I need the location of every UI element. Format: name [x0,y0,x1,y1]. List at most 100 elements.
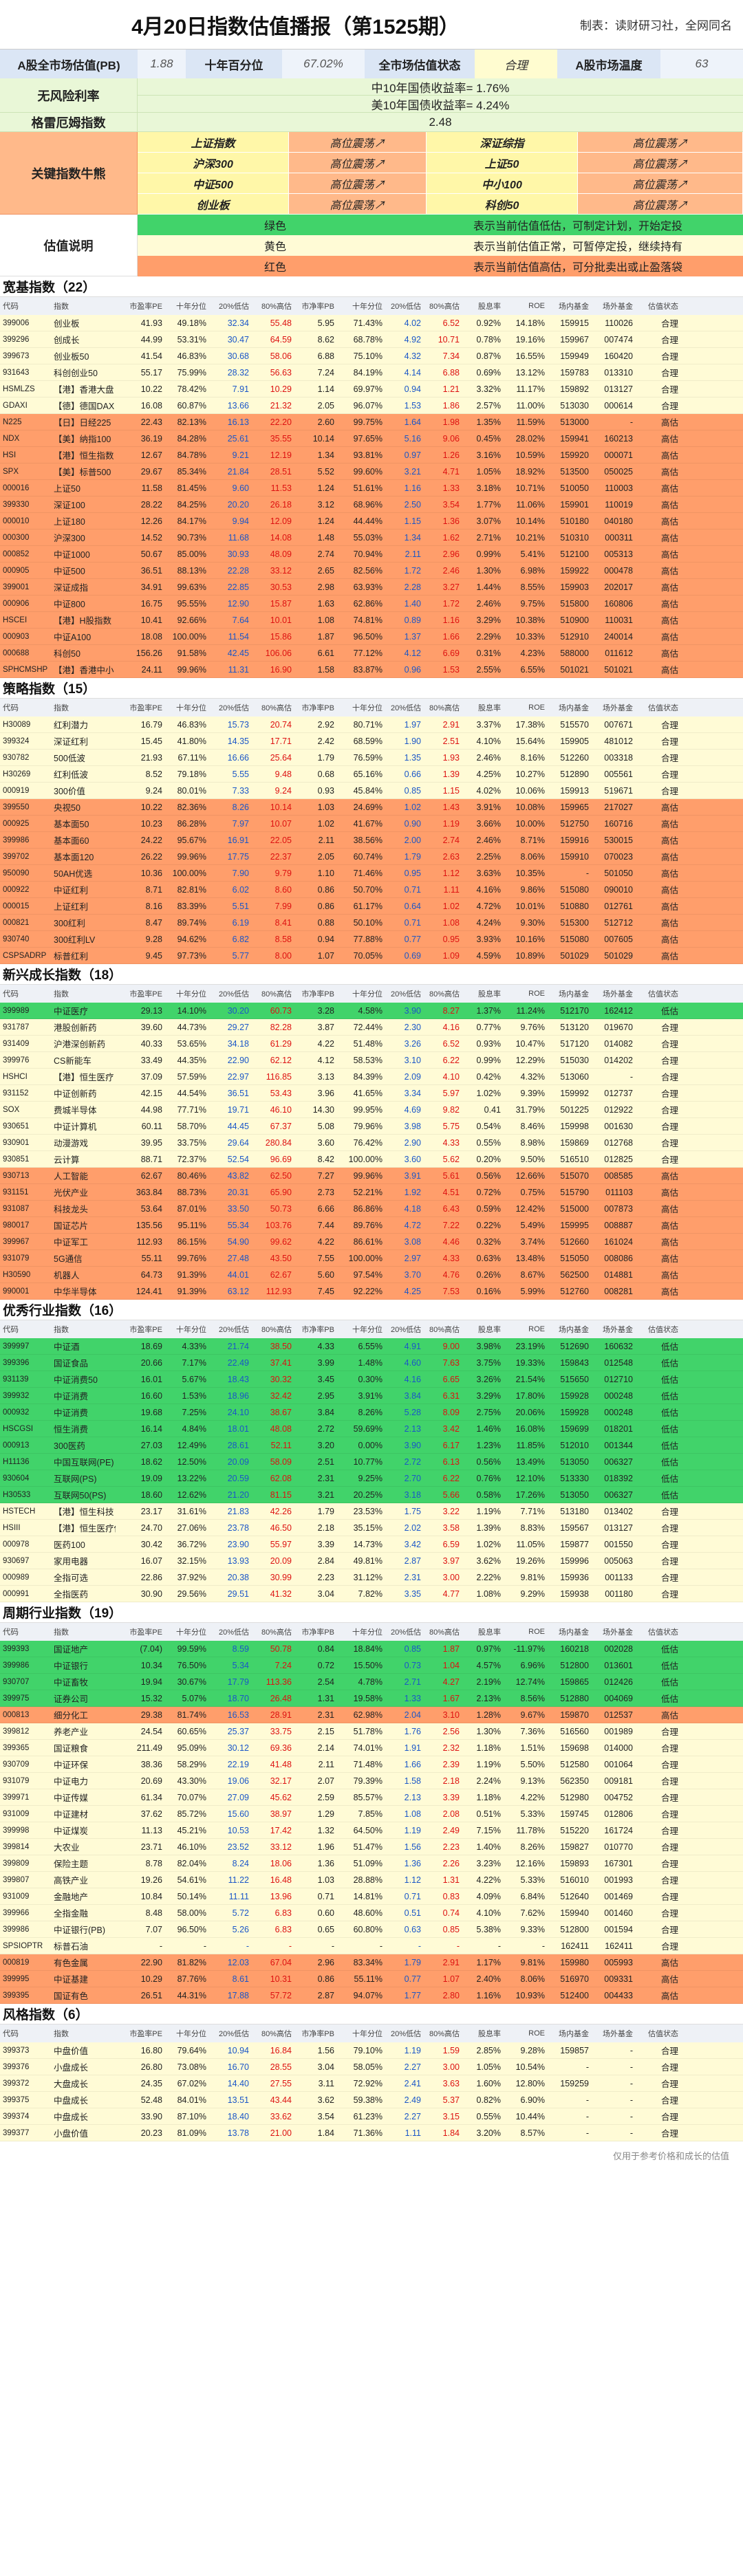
table-row[interactable]: H30590 机器人 64.73 91.39% 44.01 62.67 5.60 97.54%… [0,1267,743,1283]
table-row[interactable]: 399814 大农业 23.71 46.10% 23.52 33.12 1.96 51.47%… [0,1839,743,1855]
table-row[interactable]: 000913 300医药 27.03 12.49% 28.61 52.11 3.20 0.00… [0,1437,743,1454]
table-row[interactable]: 950090 50AH优选 10.36 100.00% 7.90 9.79 1.10 71.4… [0,865,743,882]
table-row[interactable]: 399373 中盘价值 16.80 79.64% 10.94 16.84 1.56 79.10… [0,2042,743,2059]
table-row[interactable]: 399809 保险主题 8.78 82.04% 8.24 18.06 1.36 51.09% 1… [0,1855,743,1872]
table-row[interactable]: 399997 中证酒 18.69 4.33% 21.74 38.50 4.33 6.55% 4.… [0,1338,743,1355]
table-row[interactable]: 930851 云计算 88.71 72.37% 52.54 96.69 8.42 100.00… [0,1151,743,1168]
table-row[interactable]: 399812 养老产业 24.54 60.65% 25.37 33.75 2.15 51.78… [0,1723,743,1740]
table-row[interactable]: 000813 细分化工 29.38 81.74% 16.53 28.91 2.31 62.98… [0,1707,743,1723]
table-row[interactable]: 930707 中证畜牧 19.94 30.67% 17.79 113.36 2.54 4.78… [0,1674,743,1690]
table-row[interactable]: 399986 中证银行 10.34 76.50% 5.34 7.24 0.72 15.50% 0… [0,1657,743,1674]
table-row[interactable]: 930901 动漫游戏 39.95 33.75% 29.64 280.84 3.60 76.4… [0,1135,743,1151]
table-row[interactable]: 399396 国证食品 20.66 7.17% 22.49 37.41 3.99 1.48% 4… [0,1355,743,1371]
table-row[interactable]: 399324 深证红利 15.45 41.80% 14.35 17.71 2.42 68.59… [0,733,743,750]
table-row[interactable]: HSHCI 【港】恒生医疗 37.09 57.59% 22.97 116.85 3.13 84… [0,1069,743,1085]
table-row[interactable]: 000906 中证800 16.75 95.55% 12.90 15.87 1.63 62.8… [0,596,743,612]
table-row[interactable]: 399702 基本面120 26.22 99.96% 17.75 22.37 2.05 60.… [0,849,743,865]
table-row[interactable]: 399006 创业板 41.93 49.18% 32.34 55.48 5.95 71.43%… [0,315,743,331]
table-row[interactable]: 399932 中证消费 16.60 1.53% 18.96 32.42 2.95 3.91% 3… [0,1388,743,1404]
table-row[interactable]: 931151 光伏产业 363.84 88.73% 20.31 65.90 2.73 52.2… [0,1184,743,1201]
table-row[interactable]: H30089 红利潜力 16.79 46.83% 15.73 20.74 2.92 80.71… [0,717,743,733]
table-row[interactable]: 000821 300红利 8.47 89.74% 6.19 8.41 0.88 50.10% 0… [0,915,743,931]
table-row[interactable]: 399376 小盘成长 26.80 73.08% 16.70 28.55 3.04 58.05… [0,2059,743,2075]
table-row[interactable]: 930713 人工智能 62.67 80.46% 43.82 62.50 7.27 99.96… [0,1168,743,1184]
table-row[interactable]: 399001 深证成指 34.91 99.63% 22.85 30.53 2.98 63.93… [0,579,743,596]
table-row[interactable]: 930697 家用电器 16.07 32.15% 13.93 20.09 2.84 49.81… [0,1553,743,1569]
table-row[interactable]: 399395 国证有色 26.51 44.31% 17.88 57.72 2.87 94.07… [0,1987,743,2004]
table-row[interactable]: 399986 中证银行(PB) 7.07 96.50% 5.26 6.83 0.65 60.8… [0,1921,743,1938]
table-row[interactable]: 399673 创业板50 41.54 46.83% 30.68 58.06 6.88 75.1… [0,348,743,364]
table-row[interactable]: 000932 中证消费 19.68 7.25% 24.10 38.67 3.84 8.26% 5… [0,1404,743,1421]
table-row[interactable]: SPX 【美】标普500 29.67 85.34% 21.84 28.51 5.52 99.6… [0,463,743,480]
table-row[interactable]: 399365 国证粮食 211.49 95.09% 30.12 69.36 2.14 74.0… [0,1740,743,1756]
table-row[interactable]: 399966 全指金融 8.48 58.00% 5.72 6.83 0.60 48.60% 0.… [0,1905,743,1921]
table-row[interactable]: HSMLZS 【港】香港大盘 10.22 78.42% 7.91 10.29 1.14 69.… [0,381,743,397]
table-row[interactable]: 931079 5G通信 55.11 99.76% 27.48 43.50 7.55 100.0… [0,1250,743,1267]
table-row[interactable]: 399986 基本面60 24.22 95.67% 16.91 22.05 2.11 38.5… [0,832,743,849]
table-row[interactable]: 399976 CS新能车 33.49 44.35% 22.90 62.12 4.12 58.5… [0,1052,743,1069]
table-row[interactable]: 399377 小盘价值 20.23 81.09% 13.78 21.00 1.84 71.36… [0,2125,743,2141]
table-row[interactable]: 931009 中证建材 37.62 85.72% 15.60 38.97 1.29 7.85%… [0,1806,743,1822]
table-row[interactable]: N225 【日】日经225 22.43 82.13% 16.13 22.20 2.60 99.… [0,414,743,430]
table-row[interactable]: 931087 科技龙头 53.64 87.01% 33.50 50.73 6.66 86.86… [0,1201,743,1217]
table-row[interactable]: 399807 高铁产业 19.26 54.61% 11.22 16.48 1.03 28.88… [0,1872,743,1888]
table-row[interactable]: 000925 基本面50 10.23 86.28% 7.97 10.07 1.02 41.67… [0,816,743,832]
table-row[interactable]: 399393 国证地产 (7.04) 99.59% 8.59 50.78 0.84 18.84… [0,1641,743,1657]
table-row[interactable]: 930782 500低波 21.93 67.11% 16.66 25.64 1.79 76.5… [0,750,743,766]
table-row[interactable]: 399375 中盘成长 52.48 84.01% 13.51 43.44 3.62 59.38… [0,2092,743,2108]
table-row[interactable]: H11136 中国互联网(PE) 18.62 12.50% 20.09 58.09 2.51… [0,1454,743,1470]
table-row[interactable]: 930604 互联网(PS) 19.09 13.22% 20.59 62.08 2.31 9.… [0,1470,743,1487]
table-row[interactable]: 399296 创成长 44.99 53.31% 30.47 64.59 8.62 68.78%… [0,331,743,348]
table-row[interactable]: 931152 中证创新药 42.15 44.54% 36.51 53.43 3.96 41.6… [0,1085,743,1102]
table-row[interactable]: HSCEI 【港】H股指数 10.41 92.66% 7.64 10.01 1.08 74.8… [0,612,743,629]
table-row[interactable]: 930651 中证计算机 60.11 58.70% 44.45 67.37 5.08 79.9… [0,1118,743,1135]
table-cell: 58.06 [270,351,292,361]
table-row[interactable]: 000819 有色金属 22.90 81.82% 12.03 67.04 2.96 83.34… [0,1954,743,1971]
table-row[interactable]: 000016 上证50 11.58 81.45% 9.60 11.53 1.24 51.61%… [0,480,743,496]
table-row[interactable]: 399995 中证基建 10.29 87.76% 8.61 10.31 0.86 55.11%… [0,1971,743,1987]
table-row[interactable]: SPSIOPTR 标普石油 - - - - - - - - - -162411 162411 合理 [0,1938,743,1954]
table-row[interactable]: H30533 互联网50(PS) 18.60 12.62% 21.20 81.15 3.21… [0,1487,743,1503]
table-row[interactable]: 399550 央视50 10.22 82.36% 8.26 10.14 1.03 24.69%… [0,799,743,816]
table-row[interactable]: 000852 中证1000 50.67 85.00% 30.93 48.09 2.74 70.… [0,546,743,563]
table-row[interactable]: 399967 中证军工 112.93 86.15% 54.90 99.62 4.22 86.6… [0,1234,743,1250]
table-row[interactable]: 931643 科创创业50 55.17 75.99% 28.32 56.63 7.24 84.… [0,364,743,381]
table-row[interactable]: 399975 证券公司 15.32 5.07% 18.70 26.48 1.31 19.58%… [0,1690,743,1707]
table-row[interactable]: 399330 深证100 28.22 84.25% 20.20 26.18 3.12 68.9… [0,496,743,513]
table-row[interactable]: 399989 中证医疗 29.13 14.10% 30.20 60.73 3.28 4.58%… [0,1003,743,1019]
table-row[interactable]: 000991 全指医药 30.90 29.56% 29.51 41.32 3.04 7.82%… [0,1586,743,1602]
table-row[interactable]: 000010 上证180 12.26 84.17% 9.94 12.09 1.24 44.44… [0,513,743,530]
table-row[interactable]: SPHCMSHP 【港】香港中小 24.11 99.96% 11.31 16.90 1.58… [0,662,743,678]
table-row[interactable]: 000688 科创50 156.26 91.58% 42.45 106.06 6.61 77.… [0,645,743,662]
table-row[interactable]: 930709 中证环保 38.36 58.29% 22.19 41.48 2.11 71.48… [0,1756,743,1773]
table-row[interactable]: 000903 中证A100 18.08 100.00% 11.54 15.86 1.87 96… [0,629,743,645]
table-row[interactable]: 000905 中证500 36.51 88.13% 22.28 33.12 2.65 82.5… [0,563,743,579]
table-row[interactable]: 980017 国证芯片 135.56 95.11% 55.34 103.76 7.44 89.… [0,1217,743,1234]
table-row[interactable]: 930740 300红利LV 9.28 94.62% 6.82 8.58 0.94 77.88… [0,931,743,948]
table-row[interactable]: SOX 费城半导体 44.98 77.71% 19.71 46.10 14.30 99.95%… [0,1102,743,1118]
table-row[interactable]: HSCGSI 恒生消费 16.14 4.84% 18.01 48.08 2.72 59.69%… [0,1421,743,1437]
table-row[interactable]: NDX 【美】纳指100 36.19 84.28% 25.61 35.55 10.14 97.… [0,430,743,447]
table-row[interactable]: 931409 沪港深创新药 40.33 53.65% 34.18 61.29 4.22 51.… [0,1036,743,1052]
table-row[interactable]: HSI 【港】恒生指数 12.67 84.78% 9.21 12.19 1.34 93.81%… [0,447,743,463]
table-row[interactable]: 399372 大盘成长 24.35 67.02% 14.40 27.55 3.11 72.92… [0,2075,743,2092]
table-row[interactable]: GDAXI 【德】德国DAX 16.08 60.87% 13.66 21.32 2.05 96… [0,397,743,414]
table-row[interactable]: 000989 全指可选 22.86 37.92% 20.38 30.99 2.23 31.12… [0,1569,743,1586]
table-row[interactable]: HSIII【港】恒生医疗保健24.7027.06%23.7846.502.183… [0,1520,743,1536]
table-row[interactable]: 931139 中证消费50 16.01 5.67% 18.43 30.32 3.45 0.30… [0,1371,743,1388]
table-row[interactable]: 000978 医药100 30.42 36.72% 23.90 55.97 3.39 14.7… [0,1536,743,1553]
table-row[interactable]: 399374 中盘成长 33.90 87.10% 18.40 33.62 3.54 61.23… [0,2108,743,2125]
table-row[interactable]: 931787 港股创新药 39.60 44.73% 29.27 82.28 3.87 72.4… [0,1019,743,1036]
table-row[interactable]: 000919 300价值 9.24 80.01% 7.33 9.24 0.93 45.84% 0… [0,783,743,799]
table-row[interactable]: CSPSADRP 标普红利 9.45 97.73% 5.77 8.00 1.07 70.05%… [0,948,743,964]
table-row[interactable]: H30269 红利低波 8.52 79.18% 5.55 9.48 0.68 65.16% 0.… [0,766,743,783]
table-row[interactable]: 931009 金融地产 10.84 50.14% 11.11 13.96 0.71 14.81… [0,1888,743,1905]
table-row[interactable]: 990001 中华半导体 124.41 91.39% 63.12 112.93 7.45 92… [0,1283,743,1300]
table-row[interactable]: 399998 中证煤炭 11.13 45.21% 10.53 17.42 1.32 64.50… [0,1822,743,1839]
table-row[interactable]: 000015 上证红利 8.16 83.39% 5.51 7.99 0.86 61.17% 0.… [0,898,743,915]
table-row[interactable]: 931079 中证电力 20.69 43.30% 19.06 32.17 2.07 79.39… [0,1773,743,1789]
table-row[interactable]: 000300 沪深300 14.52 90.73% 11.68 14.08 1.48 55.0… [0,530,743,546]
table-row[interactable]: HSTECH 【港】恒生科技 23.17 31.61% 21.83 42.26 1.79 23… [0,1503,743,1520]
table-row[interactable]: 000922 中证红利 8.71 82.81% 6.02 8.60 0.86 50.70% 0.… [0,882,743,898]
table-row[interactable]: 399971 中证传媒 61.34 70.07% 27.09 45.62 2.59 85.57… [0,1789,743,1806]
